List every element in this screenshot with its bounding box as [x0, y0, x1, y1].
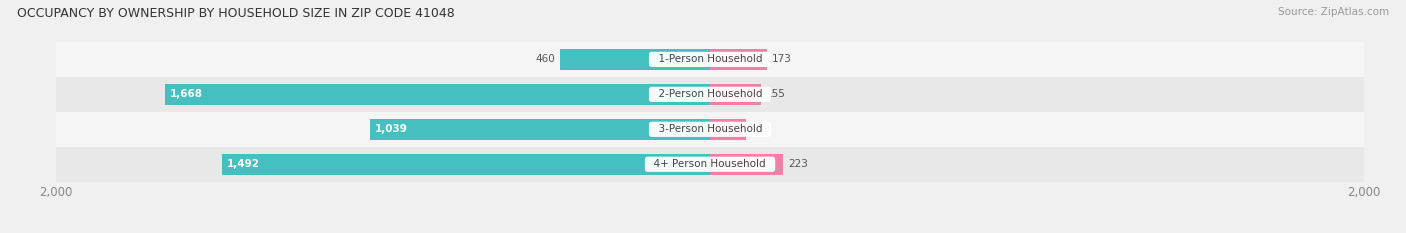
Bar — [56, 112, 1364, 147]
Text: 155: 155 — [766, 89, 786, 99]
Text: 3-Person Household: 3-Person Household — [651, 124, 769, 134]
Text: 223: 223 — [787, 159, 807, 169]
Text: 4+ Person Household: 4+ Person Household — [648, 159, 772, 169]
Text: 1,492: 1,492 — [228, 159, 260, 169]
Text: 1,039: 1,039 — [375, 124, 408, 134]
Bar — [710, 154, 783, 175]
Bar — [710, 119, 745, 140]
Text: 173: 173 — [772, 55, 792, 64]
Bar — [710, 84, 761, 105]
Bar — [56, 77, 1364, 112]
Text: 2-Person Household: 2-Person Household — [651, 89, 769, 99]
Text: 109: 109 — [751, 124, 770, 134]
Bar — [165, 84, 710, 105]
Text: 1-Person Household: 1-Person Household — [651, 55, 769, 64]
Bar — [710, 49, 766, 70]
Bar — [560, 49, 710, 70]
Text: Source: ZipAtlas.com: Source: ZipAtlas.com — [1278, 7, 1389, 17]
Text: 460: 460 — [536, 55, 555, 64]
Bar — [56, 147, 1364, 182]
Bar — [222, 154, 710, 175]
Text: OCCUPANCY BY OWNERSHIP BY HOUSEHOLD SIZE IN ZIP CODE 41048: OCCUPANCY BY OWNERSHIP BY HOUSEHOLD SIZE… — [17, 7, 454, 20]
Text: 1,668: 1,668 — [170, 89, 202, 99]
Bar — [56, 42, 1364, 77]
Bar — [370, 119, 710, 140]
